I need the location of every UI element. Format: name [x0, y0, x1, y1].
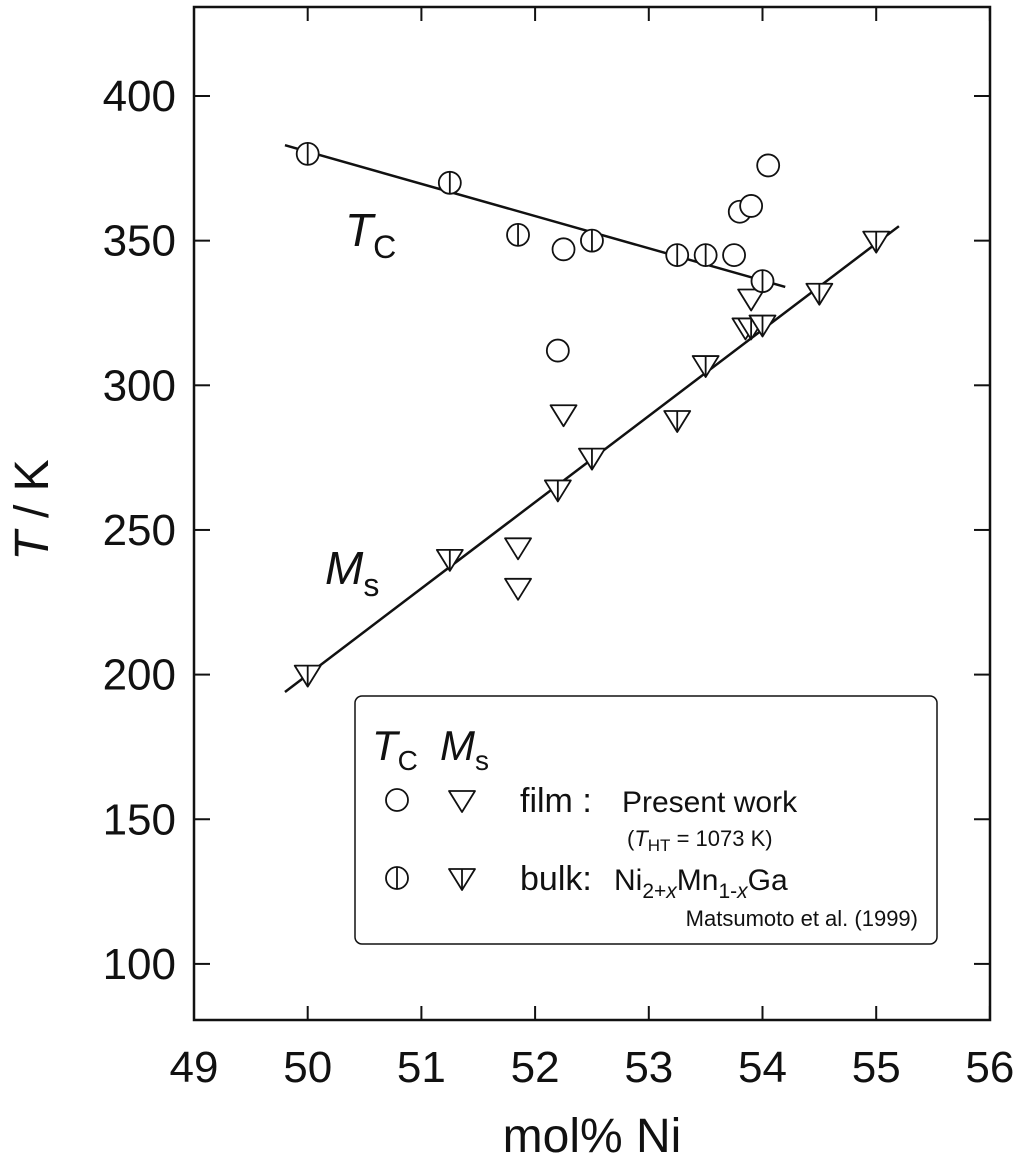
x-axis-title: mol% Ni [503, 1110, 682, 1158]
x-tick-label: 53 [624, 1043, 673, 1092]
x-tick-label: 51 [397, 1043, 446, 1092]
marker-circle [756, 153, 781, 178]
data-point-half-triangle-down [862, 230, 891, 254]
data-point-open-triangle-down [549, 404, 578, 428]
x-tick-label: 56 [965, 1043, 1014, 1092]
legend-bulk-label: bulk: [520, 860, 592, 898]
data-point-half-triangle-down [691, 355, 720, 378]
marker-circle [385, 788, 409, 812]
legend-film-note: (THT = 1073 K) [627, 826, 773, 855]
legend-bulk-formula: Ni2+xMn1-xGa [614, 864, 788, 903]
y-tick-label: 400 [103, 72, 176, 121]
data-point-open-circle [756, 153, 781, 178]
data-point-open-triangle-down [504, 577, 532, 601]
data-point-open-circle [551, 237, 576, 262]
marker-circle [739, 194, 764, 218]
data-point-open-circle [545, 338, 570, 363]
legend-bulk-ref: Matsumoto et al. (1999) [686, 906, 918, 931]
data-point-half-triangle-down [578, 447, 606, 471]
legend-film-label: film : [520, 782, 592, 820]
data-point-half-triangle-down [543, 479, 572, 503]
data-point-half-circle [506, 222, 530, 247]
legend-symbol-film-ms [448, 790, 476, 813]
data-point-half-circle [665, 243, 690, 268]
data-point-half-triangle-down [435, 548, 464, 572]
x-tick-label: 50 [283, 1043, 332, 1092]
x-tick-label: 49 [170, 1043, 219, 1092]
y-tick-label: 200 [103, 651, 176, 700]
legend: TC Ms film : Present work (THT = 1073 K)… [354, 695, 938, 945]
plot-frame [192, 5, 992, 1022]
marker-triangle [504, 577, 532, 601]
x-tick-label: 54 [738, 1043, 787, 1092]
legend-symbol-bulk-tc [385, 866, 409, 890]
y-tick-label: 150 [103, 795, 176, 844]
marker-triangle [549, 404, 578, 428]
axis-ticks [193, 7, 991, 1020]
data-point-half-circle [437, 170, 462, 195]
data-point-half-triangle-down [293, 664, 322, 688]
data-point-open-triangle-down [504, 537, 532, 561]
data-point-half-triangle-down [748, 314, 777, 338]
data-point-half-circle [580, 228, 604, 253]
marker-triangle [504, 537, 532, 561]
legend-symbol-bulk-ms [448, 868, 476, 891]
marker-circle [722, 243, 746, 268]
annotation-tc: TC [345, 204, 396, 265]
data-point-half-circle [693, 243, 718, 268]
y-tick-label: 100 [103, 940, 176, 989]
data-point-half-triangle-down [805, 282, 834, 306]
legend-header-ms: Ms [440, 722, 489, 776]
data-markers [293, 141, 891, 688]
marker-circle [551, 237, 576, 262]
x-tick-label: 52 [511, 1043, 560, 1092]
x-tick-label: 55 [852, 1043, 901, 1092]
tick-labels: 49 50 51 52 53 54 55 56 100 150 200 250 300 350 400 [103, 72, 1015, 1092]
data-point-half-circle [750, 269, 775, 294]
legend-symbol-film-tc [385, 788, 409, 812]
data-point-half-circle [295, 141, 320, 166]
y-tick-label: 250 [103, 506, 176, 555]
annotation-ms: Ms [325, 542, 379, 603]
marker-circle [545, 338, 570, 363]
data-point-half-triangle-down [663, 410, 692, 433]
data-point-open-circle [739, 194, 764, 218]
fit-lines [284, 143, 900, 693]
data-point-open-triangle-down [737, 288, 766, 312]
y-axis-title: T / K [6, 459, 59, 560]
legend-header-tc: TC [372, 722, 418, 776]
y-tick-label: 350 [103, 217, 176, 266]
legend-box [354, 695, 938, 945]
marker-triangle [737, 288, 766, 312]
data-point-open-circle [722, 243, 746, 268]
marker-triangle [448, 790, 476, 813]
legend-film-desc: Present work [622, 786, 798, 819]
y-tick-label: 300 [103, 361, 176, 410]
